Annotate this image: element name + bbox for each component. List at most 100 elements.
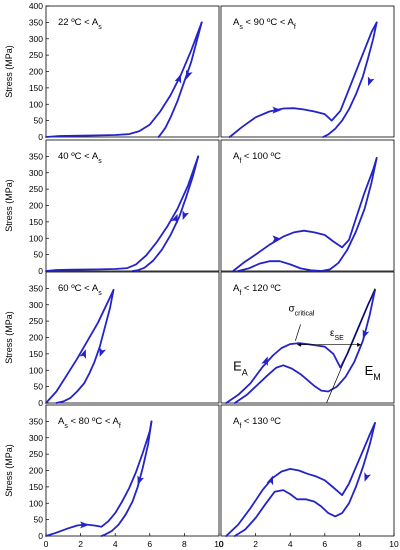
y-tick-label: 200 — [29, 67, 43, 77]
direction-arrow — [171, 213, 178, 224]
y-tick-label: 200 — [29, 466, 43, 476]
panel-row4-right: 0246810Strain (%)Af < 130 ºC — [219, 404, 399, 549]
y-tick-label: 250 — [29, 316, 43, 326]
panel-label: Af < 100 ºC — [233, 151, 281, 165]
x-tick-label: 8 — [357, 539, 362, 549]
y-tick-label: 150 — [29, 217, 43, 227]
em-slope-line — [326, 288, 376, 404]
unloading-curve — [233, 289, 376, 404]
y-axis-label: Stress (MPa) — [4, 311, 14, 364]
y-axis-label: Stress (MPa) — [4, 179, 14, 232]
loading-curve — [225, 422, 376, 537]
y-tick-label: 300 — [29, 34, 43, 44]
panel-label: 22 ºC < As — [58, 17, 102, 31]
y-tick-label: 250 — [29, 449, 43, 459]
panel-frame — [220, 139, 395, 272]
x-tick-label: 10 — [214, 539, 224, 549]
panel-row2-left: 0 50 100 150 200 250 300 350 Stress (MPa) 40 ºC <… — [4, 139, 220, 276]
loading-curve — [232, 157, 378, 272]
y-tick-label: 100 — [29, 99, 43, 109]
y-tick-label: 100 — [29, 233, 43, 243]
y-tick-label: 250 — [29, 50, 43, 60]
y-tick-label: 100 — [29, 498, 43, 508]
x-tick-label: 0 — [219, 539, 224, 549]
x-tick-label: 10 — [389, 539, 399, 549]
unloading-curve — [237, 157, 378, 272]
unloading-curve — [131, 155, 200, 272]
y-tick-label: 50 — [34, 382, 44, 392]
loading-curve — [228, 21, 378, 138]
y-tick-label: 200 — [29, 201, 43, 211]
eps-se-arrowhead-right — [357, 342, 362, 347]
y-axis-label: Stress (MPa) — [4, 444, 14, 497]
y-tick-label: 50 — [34, 116, 44, 126]
direction-arrow — [80, 521, 90, 529]
unloading-curve — [157, 21, 203, 138]
direction-arrow — [362, 329, 370, 339]
y-tick-label: 150 — [29, 349, 43, 359]
panel-row2-right: Af < 100 ºC — [220, 139, 395, 272]
y-tick-label: 200 — [29, 333, 43, 343]
direction-arrow — [266, 475, 274, 486]
eps-se-label: εSE — [330, 328, 344, 342]
panel-row3-left: 0 50 100 150 200 250 300 350 Stress (MPa) 60 ºC <… — [4, 271, 220, 408]
panel-frame — [220, 271, 395, 404]
loading-curve — [45, 420, 153, 537]
direction-arrow — [367, 76, 375, 86]
loading-curve — [225, 289, 376, 404]
y-tick-label: 150 — [29, 482, 43, 492]
direction-arrow — [272, 106, 282, 114]
panel-label: Af < 120 ºC — [233, 283, 281, 297]
y-tick-label: 0 — [38, 266, 43, 276]
direction-arrow — [185, 69, 193, 80]
x-tick-label: 0 — [44, 539, 49, 549]
y-tick-label: 350 — [29, 416, 43, 426]
y-tick-label: 350 — [29, 151, 43, 161]
direction-arrow — [99, 347, 107, 357]
unloading-curve — [100, 420, 153, 537]
loading-curve — [45, 155, 200, 272]
x-tick-label: 2 — [253, 539, 258, 549]
y-tick-label: 400 — [29, 1, 43, 11]
direction-arrow — [79, 349, 87, 359]
x-tick-label: 4 — [288, 539, 293, 549]
y-tick-label: 0 — [38, 531, 43, 541]
y-tick-label: 350 — [29, 283, 43, 293]
y-tick-label: 250 — [29, 184, 43, 194]
panel-label: As < 90 ºC < Af — [233, 17, 296, 31]
y-tick-label: 0 — [38, 132, 43, 142]
x-tick-label: 4 — [113, 539, 118, 549]
y-tick-label: 0 — [38, 398, 43, 408]
eps-se-arrowhead-left — [297, 342, 302, 347]
unloading-curve — [55, 289, 115, 404]
panel-row3-right: Af < 120 ºC σcritical εSE EA EM — [220, 271, 395, 404]
y-tick-label: 300 — [29, 168, 43, 178]
y-tick-label: 50 — [34, 250, 44, 260]
y-tick-label: 50 — [34, 515, 44, 525]
sigma-critical-leader — [295, 324, 301, 341]
direction-arrow — [272, 235, 282, 243]
x-tick-label: 2 — [78, 539, 83, 549]
ea-label: EA — [233, 358, 248, 377]
y-tick-label: 350 — [29, 17, 43, 27]
loading-curve — [45, 289, 115, 404]
panel-label: 40 ºC < As — [58, 151, 102, 165]
y-tick-label: 150 — [29, 83, 43, 93]
panel-label: As < 80 ºC < Af — [58, 416, 121, 430]
direction-arrow — [364, 472, 371, 482]
panel-label: 60 ºC < As — [58, 283, 102, 297]
x-tick-label: 8 — [182, 539, 187, 549]
x-tick-label: 6 — [322, 539, 327, 549]
em-label: EM — [365, 363, 381, 382]
direction-arrow — [174, 74, 182, 84]
panel-frame — [220, 5, 395, 138]
y-tick-label: 300 — [29, 433, 43, 443]
panel-row1-left: 0 50 100 150 200 250 300 350 400 Stress (MPa) 22 º… — [4, 1, 220, 142]
direction-arrow — [137, 475, 145, 485]
y-tick-label: 100 — [29, 365, 43, 375]
sigma-critical-label: σcritical — [288, 303, 314, 317]
unloading-curve — [233, 422, 376, 537]
